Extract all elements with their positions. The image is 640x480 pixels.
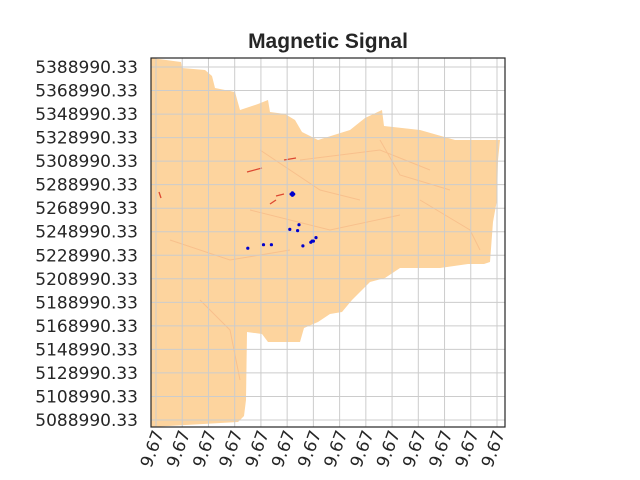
axes-frame xyxy=(150,57,506,428)
survey-texture xyxy=(169,139,481,381)
texture-streak xyxy=(249,209,401,231)
y-tick-label: 5228990.33 xyxy=(35,246,138,266)
y-tick-label: 5288990.33 xyxy=(35,176,138,196)
y-tick-label: 5388990.33 xyxy=(35,58,138,78)
texture-streak xyxy=(299,149,431,171)
y-tick-label: 5168990.33 xyxy=(35,317,138,337)
chart-title: Magnetic Signal xyxy=(248,30,408,53)
data-point xyxy=(269,243,273,247)
data-point xyxy=(290,193,294,197)
y-tick-label: 5108990.33 xyxy=(35,387,138,407)
texture-streak xyxy=(169,239,291,261)
y-tick-label: 5208990.33 xyxy=(35,270,138,290)
data-point xyxy=(310,239,314,243)
red-anomaly xyxy=(246,167,263,173)
y-tick-label: 5348990.33 xyxy=(35,105,138,125)
y-tick-labels: 5388990.33 5368990.33 5348990.33 5328990.33… xyxy=(35,58,138,431)
data-point xyxy=(288,227,292,231)
texture-streak xyxy=(419,199,481,251)
y-tick-label: 5308990.33 xyxy=(35,152,138,172)
red-anomaly xyxy=(275,193,285,197)
red-anomaly xyxy=(158,191,162,199)
texture-streak xyxy=(259,149,361,201)
texture-streak xyxy=(199,299,241,381)
survey-coverage xyxy=(151,58,500,427)
y-tick-label: 5368990.33 xyxy=(35,82,138,102)
red-anomaly xyxy=(283,157,297,161)
data-points xyxy=(246,191,318,250)
x-tick-label: 9.67 xyxy=(478,428,510,470)
red-anomaly xyxy=(269,199,277,205)
x-tick-labels: 9.679.679.679.679.679.679.679.679.679.67… xyxy=(137,428,510,470)
y-tick-label: 5248990.33 xyxy=(35,223,138,243)
data-point xyxy=(314,236,318,240)
y-tick-label: 5088990.33 xyxy=(35,411,138,431)
data-point xyxy=(246,246,250,250)
y-tick-label: 5148990.33 xyxy=(35,340,138,360)
y-tick-label: 5128990.33 xyxy=(35,364,138,384)
red-anomalies xyxy=(158,157,297,205)
data-point xyxy=(261,243,266,247)
y-tick-label: 5188990.33 xyxy=(35,293,138,313)
plot-area xyxy=(150,57,506,428)
y-tick-label: 5328990.33 xyxy=(35,129,138,149)
data-point xyxy=(301,244,305,248)
data-point xyxy=(296,229,300,233)
y-tick-label: 5268990.33 xyxy=(35,199,138,219)
data-point xyxy=(297,223,301,227)
